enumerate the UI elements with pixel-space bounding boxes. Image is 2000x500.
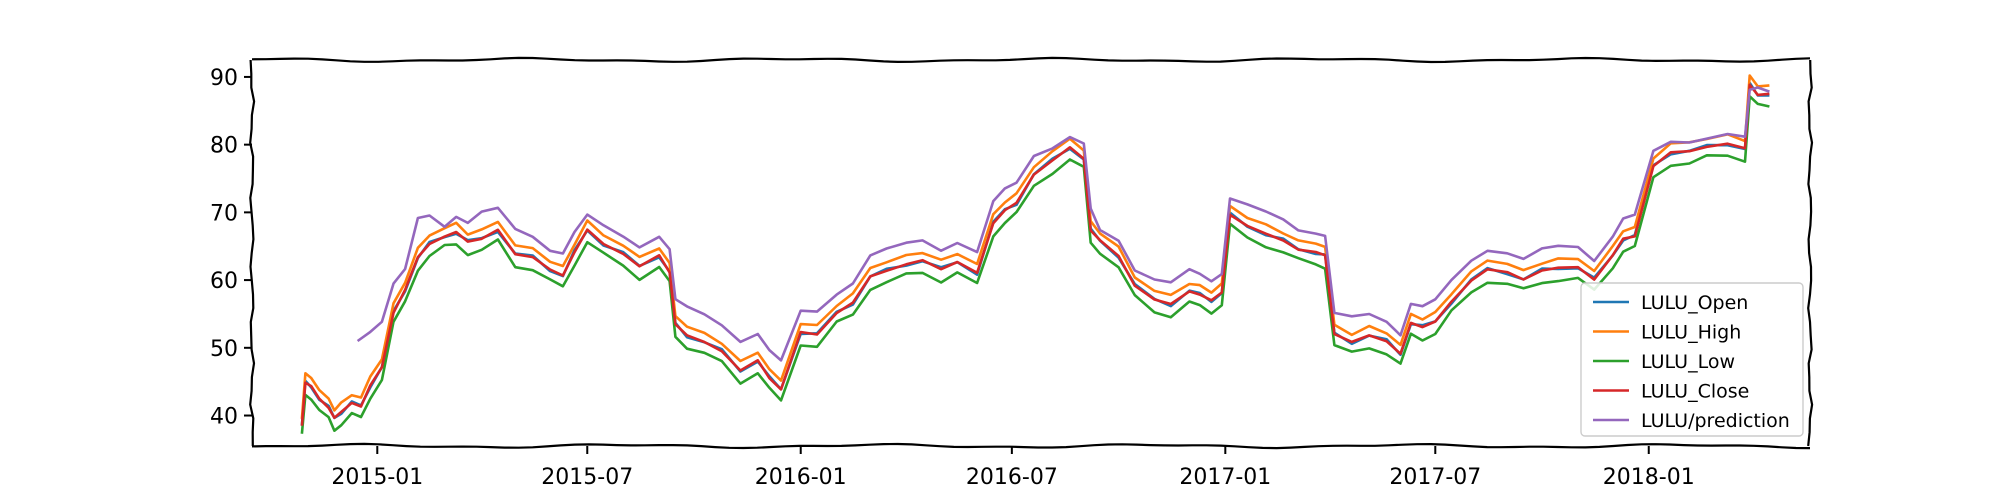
x-axis: 2015-01 2015-07 2016-01 2016-07 2017-01 2017-… — [331, 446, 1695, 490]
legend-label-lulu-low: LULU_Low — [1641, 351, 1735, 373]
y-axis: 40 50 60 70 80 90 — [210, 66, 252, 430]
x-tick-label: 2016-01 — [755, 465, 847, 490]
x-tick-label: 2015-07 — [541, 465, 633, 490]
series-line-lulu-prediction — [356, 86, 1770, 362]
x-tick-label: 2016-07 — [966, 465, 1058, 490]
series-line-lulu-close — [300, 83, 1770, 426]
y-tick-label: 50 — [210, 337, 238, 362]
legend-box — [1580, 282, 1804, 437]
legend: LULU_Open LULU_High LULU_Low LULU_Close LULU… — [1580, 282, 1804, 437]
plot-frame — [249, 56, 1814, 450]
x-tick-label: 2017-01 — [1179, 465, 1271, 490]
plot-area — [252, 60, 1810, 446]
y-tick-label: 70 — [210, 201, 238, 226]
legend-label-lulu-close: LULU_Close — [1641, 381, 1749, 403]
series-layer — [300, 74, 1770, 434]
legend-label-lulu-high: LULU_High — [1641, 322, 1741, 344]
legend-label-lulu-prediction: LULU/prediction — [1641, 410, 1790, 432]
series-line-lulu-high — [300, 74, 1770, 419]
y-tick-label: 60 — [210, 269, 238, 294]
series-line-lulu-low — [300, 95, 1770, 434]
x-tick-label: 2018-01 — [1603, 465, 1695, 490]
y-tick-label: 40 — [210, 405, 238, 430]
legend-label-lulu-open: LULU_Open — [1641, 292, 1748, 314]
x-tick-label: 2015-01 — [331, 465, 423, 490]
x-tick-label: 2017-07 — [1389, 465, 1481, 490]
y-tick-label: 80 — [210, 134, 238, 159]
y-tick-label: 90 — [210, 66, 238, 91]
